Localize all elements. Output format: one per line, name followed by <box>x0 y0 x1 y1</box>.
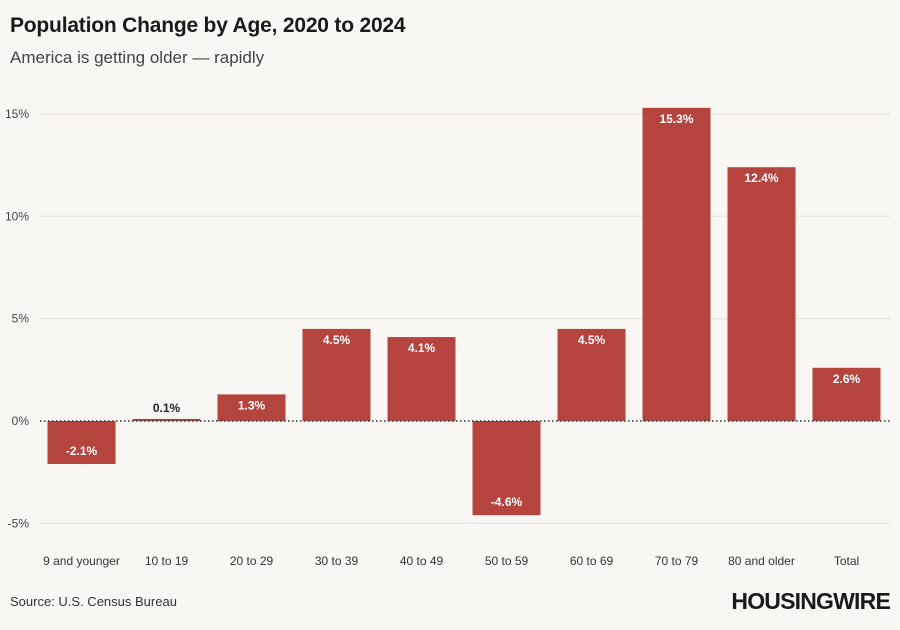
x-tick-label: 30 to 39 <box>315 554 359 568</box>
bar <box>217 394 286 421</box>
bar <box>387 337 456 421</box>
chart-title: Population Change by Age, 2020 to 2024 <box>10 14 406 37</box>
x-tick-label: Total <box>834 554 859 568</box>
y-tick-label: 5% <box>12 312 30 326</box>
y-tick-label: 15% <box>5 107 29 121</box>
bar <box>727 167 796 421</box>
x-tick-label: 70 to 79 <box>655 554 699 568</box>
data-label: 0.1% <box>153 401 181 415</box>
x-tick-label: 9 and younger <box>43 554 120 568</box>
source-note: Source: U.S. Census Bureau <box>10 594 177 609</box>
x-tick-label: 40 to 49 <box>400 554 444 568</box>
bar <box>557 328 626 421</box>
y-tick-label: 10% <box>5 209 29 223</box>
data-label: 15.3% <box>659 112 693 126</box>
x-tick-label: 60 to 69 <box>570 554 614 568</box>
data-label: 12.4% <box>744 171 778 185</box>
data-label: 4.1% <box>408 341 436 355</box>
bar <box>812 367 881 421</box>
bar <box>47 421 116 464</box>
x-tick-label: 20 to 29 <box>230 554 274 568</box>
y-tick-label: -5% <box>8 516 30 530</box>
data-label: -4.6% <box>491 495 523 509</box>
bar <box>472 421 541 516</box>
data-label: 1.3% <box>238 398 266 412</box>
data-label: -2.1% <box>66 444 98 458</box>
x-tick-label: 80 and older <box>728 554 795 568</box>
bar <box>642 107 711 422</box>
data-label: 4.5% <box>323 333 351 347</box>
x-tick-label: 10 to 19 <box>145 554 189 568</box>
bar <box>132 418 201 421</box>
data-label: 2.6% <box>833 372 861 386</box>
chart-subtitle: America is getting older — rapidly <box>10 48 265 67</box>
y-tick-label: 0% <box>12 414 30 428</box>
housingwire-logo: HOUSINGWIRE <box>731 588 890 614</box>
bar <box>302 328 371 421</box>
data-label: 4.5% <box>578 333 606 347</box>
x-tick-label: 50 to 59 <box>485 554 529 568</box>
